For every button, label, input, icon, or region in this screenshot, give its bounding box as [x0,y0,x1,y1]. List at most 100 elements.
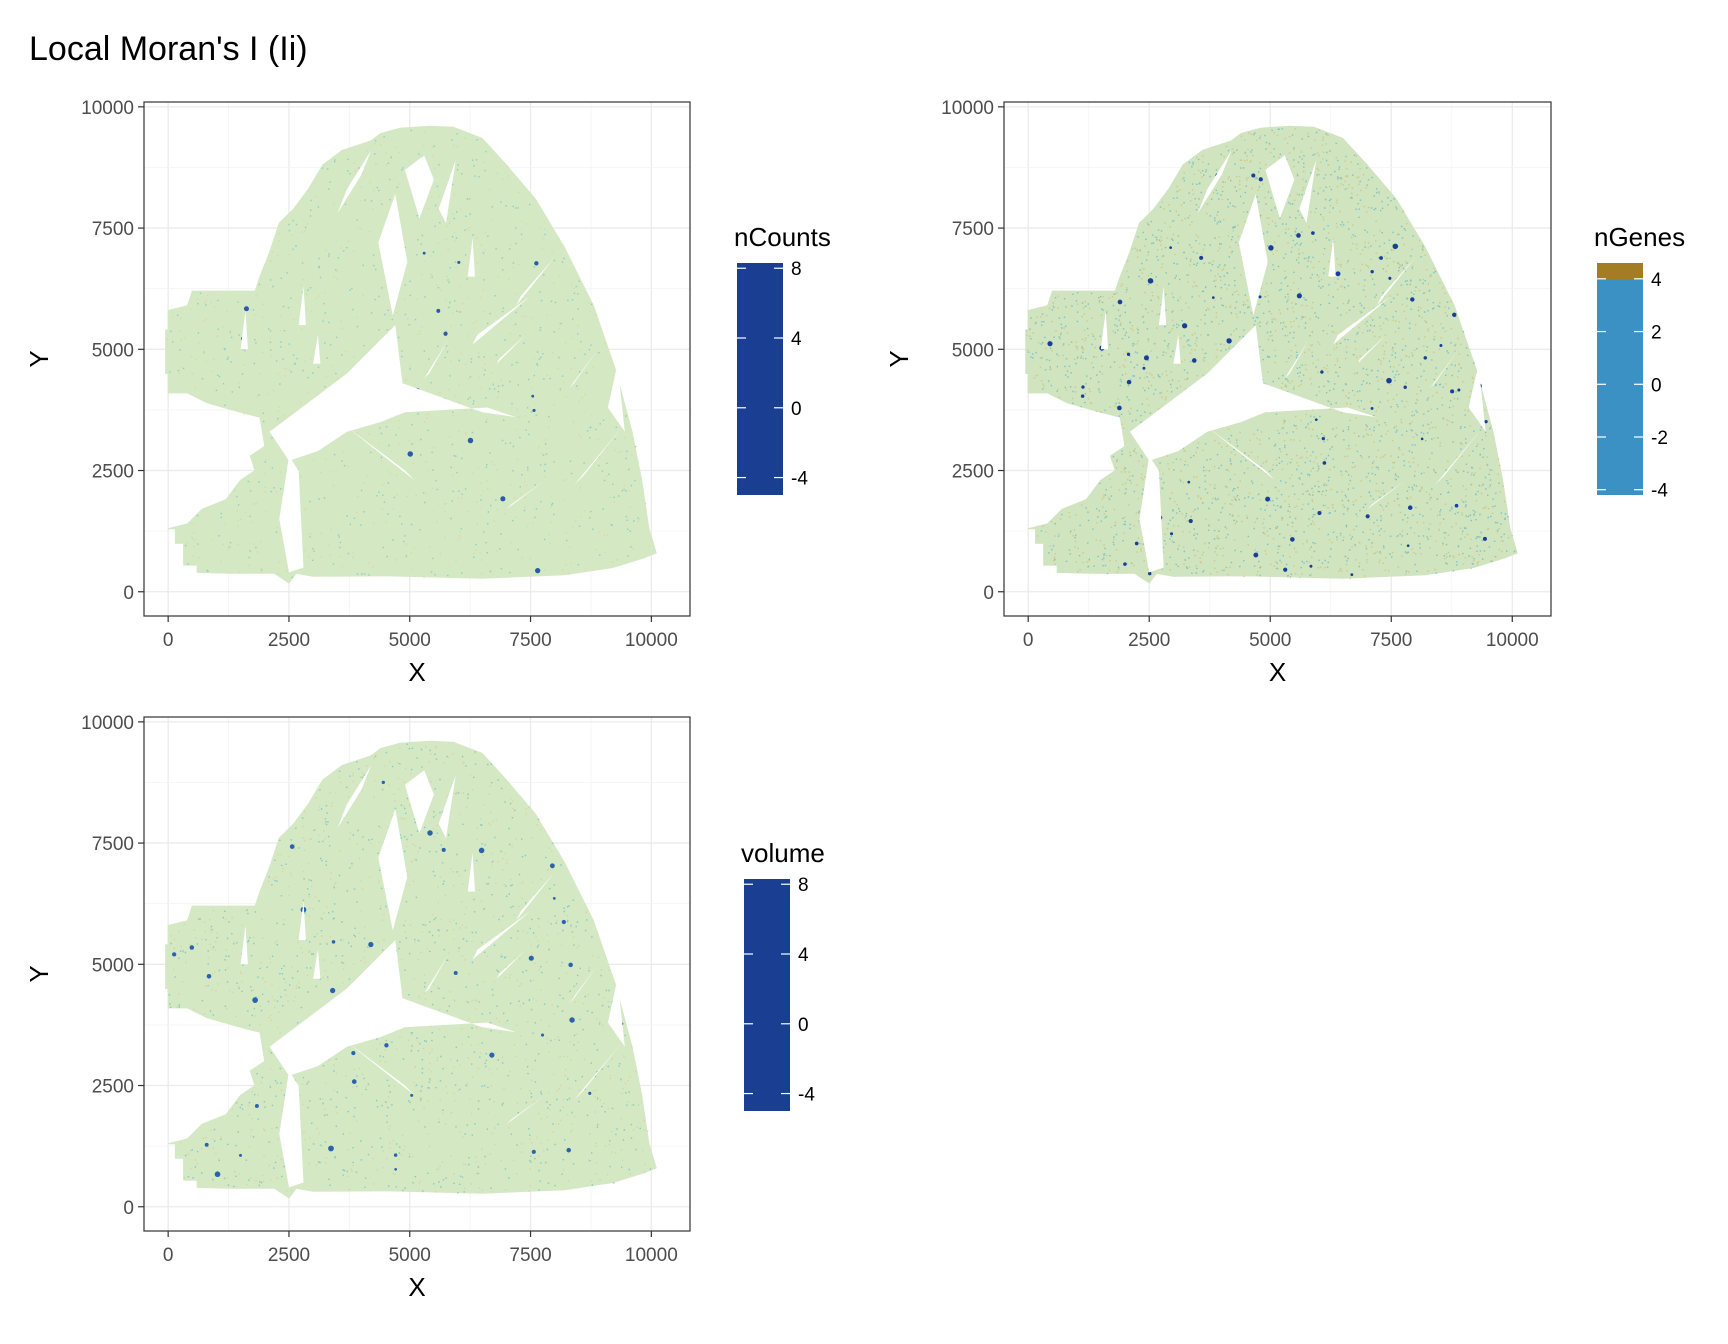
y-tick-label: 10000 [81,713,134,734]
y-tick-label: 5000 [92,340,134,361]
colorbar [744,879,790,1111]
vessel-gap [337,765,372,829]
x-tick-label: 5000 [1249,630,1291,651]
hotspot-point [189,945,195,950]
hotspot-point [368,941,374,948]
hotspot-point [1386,377,1392,384]
hotspot-point [243,306,249,312]
hotspot-point [410,1093,414,1097]
vessel-gap [279,1071,304,1188]
hotspot-point [1296,233,1301,238]
hotspot-point [441,847,446,852]
hotspot-point [1423,356,1427,360]
vessel-gap [1333,296,1392,345]
hotspot-point [1370,406,1374,410]
hotspot-point [1311,231,1315,235]
hotspot-point [1296,293,1302,299]
y-tick-label: 2500 [92,462,134,483]
x-axis-label: X [1269,657,1286,687]
colorbar-tick-label: -4 [1651,481,1668,502]
hotspot-point [351,1051,356,1056]
hotspot-point [1290,537,1295,542]
hotspot-point [1080,394,1085,398]
hotspot-point [1181,323,1188,329]
panel-nGenes: 0 2500 5000 7500 10000 0 2500 5000 7500 10000 X YnG… [884,98,1685,687]
x-tick-label: 10000 [1486,630,1539,651]
vessel-gap [378,194,408,316]
vessel-gap [1434,426,1484,486]
hotspot-point [1268,245,1274,251]
hotspot-point [289,844,295,849]
vessel-gap [298,286,306,326]
vessel-gap [424,954,449,994]
hotspot-point [1047,341,1053,347]
hotspot-point [1126,352,1131,357]
vessel-gap [472,296,531,345]
hotspot-point [443,331,448,336]
speckles-low [1026,128,1513,580]
panel-border [1003,101,1552,617]
x-tick-label: 5000 [389,630,431,651]
hotspot-point [407,451,414,457]
hotspot-point [1253,552,1259,558]
hotspot-point [351,1079,357,1084]
vessel-gap [574,426,623,486]
hotspot-point [1117,299,1123,305]
y-tick-label: 0 [983,583,994,604]
hotspot-point [1314,418,1318,422]
y-tick-label: 7500 [92,834,134,855]
vessel-gap [235,446,265,476]
hotspot-point [1403,385,1407,389]
hotspot-point [1322,461,1327,465]
colorbar-tick-label: 4 [1651,270,1662,291]
panel-nCounts: 0 2500 5000 7500 10000 0 2500 5000 7500 10000 X YnC… [24,98,831,687]
hotspot-point [1407,505,1413,510]
vessel-gap [443,1100,473,1130]
x-tick-label: 0 [163,630,174,651]
hotspot-point [1406,544,1410,547]
hotspot-point [568,962,573,968]
x-tick-label: 7500 [509,1245,551,1266]
hotspot-point [1321,436,1325,441]
x-tick-label: 2500 [268,630,310,651]
y-tick-label: 0 [123,1198,134,1219]
hotspot-point [328,1145,334,1152]
x-tick-label: 10000 [625,630,678,651]
hotspot-point [566,1147,571,1153]
vessel-gap [506,1095,545,1125]
hotspot-point [1123,562,1127,566]
colorbar-tick-label: 0 [798,1015,809,1036]
colorbar-tick-label: 4 [791,329,802,350]
hotspot-point [528,955,534,961]
hotspot-point [1258,295,1262,299]
vessel-gap [269,325,517,461]
hotspot-point [467,437,474,444]
y-tick-label: 0 [123,583,134,604]
hotspot-point [1365,514,1370,519]
hotspot-point [1134,541,1139,546]
hotspot-point [1211,296,1215,299]
hotspot-point [171,952,177,957]
colorbar-tick-label: 0 [791,399,802,420]
hotspot-point [1265,496,1271,502]
y-tick-label: 2500 [952,462,994,483]
colorbar-tick-label: 8 [798,875,809,896]
hotspot-point [1457,388,1461,392]
y-tick-label: 7500 [952,219,994,240]
x-tick-label: 0 [1023,630,1034,651]
vessel-gap [569,349,599,389]
hotspot-point [422,251,426,255]
hotspot-point [1482,536,1487,541]
hotspot-point [330,987,336,994]
vessel-gap [569,964,599,1004]
hotspot-point [1420,437,1424,441]
hotspot-point [1350,573,1354,577]
hotspot-point [1317,511,1322,516]
y-tick-label: 5000 [92,955,134,976]
x-tick-label: 2500 [1128,630,1170,651]
vessel-gap [1430,349,1459,389]
colorbar-tick-label: -4 [798,1085,815,1106]
hotspot-point [384,1043,389,1048]
y-axis-label: Y [24,965,54,982]
vessel-gap [516,872,555,921]
